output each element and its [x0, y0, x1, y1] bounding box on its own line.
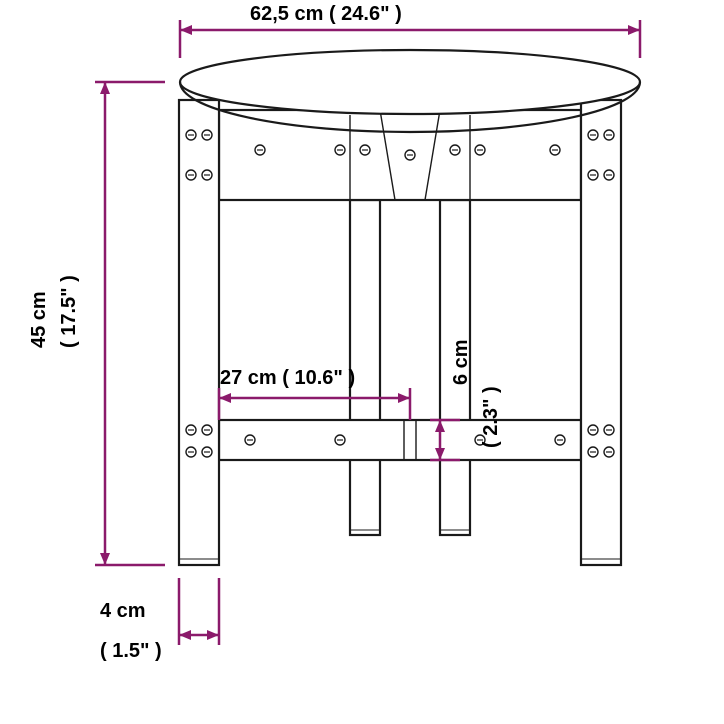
dim-width-label: 62,5 cm ( 24.6" ): [250, 3, 402, 26]
dim-rail-h-cm-label: 6 cm: [450, 339, 473, 385]
dim-leg-cm-label: 4 cm: [100, 600, 146, 623]
dim-rail-w-label: 27 cm ( 10.6" ): [220, 367, 355, 390]
dim-leg-in-label: ( 1.5" ): [100, 640, 162, 663]
dim-height-cm-label: 45 cm: [28, 291, 51, 348]
dim-height-in-label: ( 17.5" ): [58, 275, 81, 348]
dim-rail-h-in-label: ( 2.3" ): [480, 386, 503, 448]
